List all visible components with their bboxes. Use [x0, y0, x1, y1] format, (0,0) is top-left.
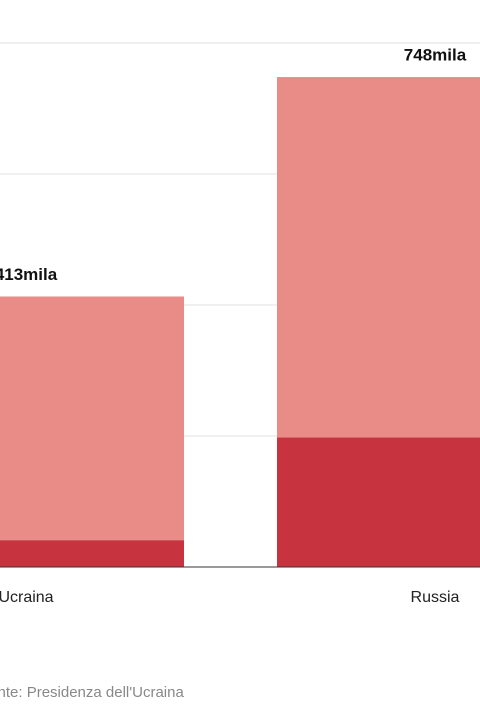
bar-segment: [0, 296, 184, 541]
x-tick-label: Ucraina: [0, 589, 54, 606]
source: Fonte: Presidenza dell'Ucraina: [0, 684, 184, 701]
bar-segment: [277, 77, 480, 438]
x-tick-label: Russia: [411, 589, 460, 606]
total-label: 748mila: [404, 46, 467, 65]
bar-segment: [0, 540, 184, 567]
total-label: 413mila: [0, 265, 58, 284]
bar-segment: [277, 437, 480, 567]
